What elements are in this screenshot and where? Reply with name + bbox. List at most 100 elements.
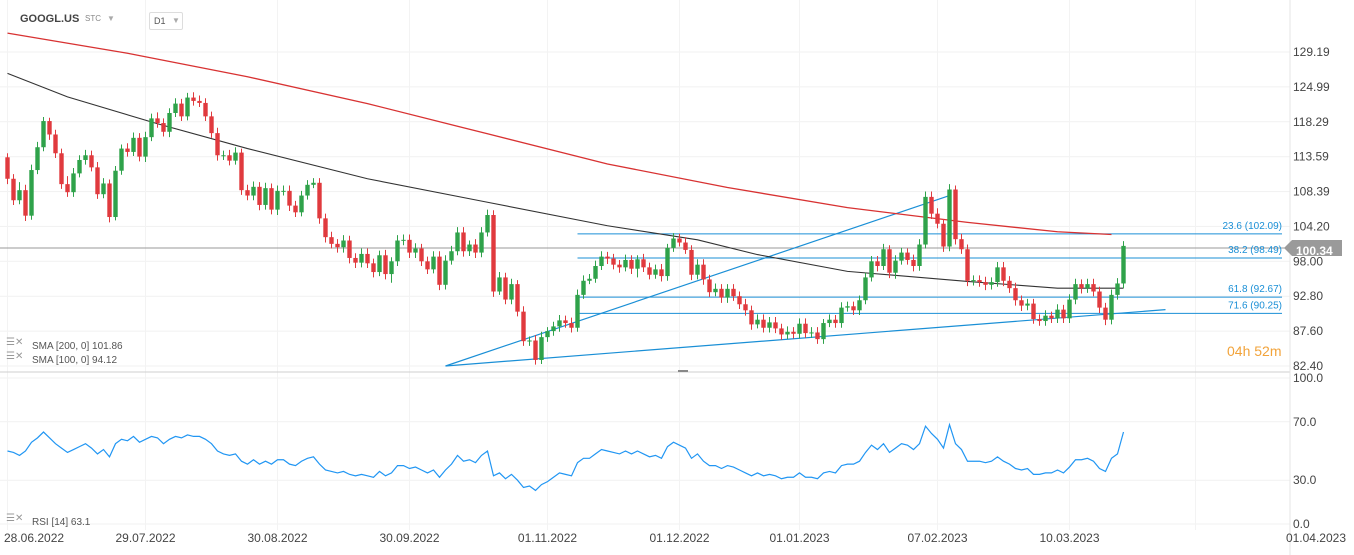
candle-body	[233, 152, 238, 161]
candle-body	[923, 196, 928, 245]
candle-body	[137, 137, 142, 157]
fib-level-label: 23.6 (102.09)	[1223, 221, 1283, 232]
candle-body	[611, 258, 616, 265]
candle-body	[647, 267, 652, 275]
indicator-legend: ☰✕ SMA [200, 0] 101.86 ☰✕ SMA [100, 0] 9…	[6, 337, 123, 528]
time-axis[interactable]: 28.06.2022 29.07.2022 30.08.2022 30.09.2022…	[4, 531, 1346, 545]
candle-body	[1121, 245, 1126, 284]
candle-body	[1061, 309, 1066, 319]
price-tag: 100.34	[1284, 240, 1342, 258]
instrument-type-label[interactable]: STC	[85, 14, 101, 23]
candle-body	[209, 116, 214, 134]
candle-body	[731, 288, 736, 297]
candle-body	[377, 255, 382, 273]
candle-body	[917, 244, 922, 267]
candle-body	[983, 282, 988, 285]
candle-body	[47, 121, 52, 135]
candle-body	[479, 232, 484, 253]
candle-body	[1085, 284, 1090, 289]
candle-body	[359, 253, 364, 263]
price-tick-label: 104.20	[1293, 219, 1330, 233]
rsi-pane	[7, 422, 1125, 492]
candle-body	[167, 113, 172, 132]
candle-body	[293, 205, 298, 213]
candle-body	[1019, 300, 1024, 306]
candle-body	[935, 213, 940, 224]
candle-body	[635, 259, 640, 269]
candle-body	[251, 186, 256, 196]
candle-body	[695, 264, 700, 275]
candle-body	[119, 148, 124, 171]
candle-body	[779, 328, 784, 335]
candle-body	[155, 118, 160, 124]
candle-body	[791, 331, 796, 334]
candle-body	[467, 244, 472, 252]
candle-body	[677, 238, 682, 243]
trendlines[interactable]	[445, 194, 1166, 367]
price-tick-label: 124.99	[1293, 80, 1330, 94]
price-tick-label: 113.59	[1293, 150, 1329, 164]
price-axis[interactable]: 129.19 124.99 118.29 113.59 108.39 104.20 98.0…	[1293, 45, 1330, 373]
date-tick-label: 01.12.2022	[649, 531, 709, 545]
rsi-tick-label: 100.0	[1293, 371, 1323, 385]
candle-body	[347, 240, 352, 258]
candle-body	[953, 189, 958, 240]
candle-body	[737, 296, 742, 305]
date-tick-label: 30.08.2022	[247, 531, 307, 545]
candle-body	[173, 103, 178, 114]
rsi-label: RSI [14] 63.1	[32, 517, 91, 528]
price-tick-label: 92.80	[1293, 289, 1323, 303]
symbol-label[interactable]: GOOGL.US	[20, 13, 80, 25]
price-tick-label: 108.39	[1293, 185, 1330, 199]
trendline	[445, 194, 950, 367]
sma200-label: SMA [200, 0] 101.86	[32, 341, 123, 352]
settings-icon: ☰✕	[6, 513, 23, 524]
candle-body	[41, 121, 46, 148]
candle-body	[989, 282, 994, 285]
candle-body	[563, 320, 568, 324]
fib-level-label: 71.6 (90.25)	[1228, 300, 1282, 311]
candle-body	[947, 189, 952, 247]
price-tick-label: 98.00	[1293, 254, 1323, 268]
candle-body	[431, 256, 436, 270]
candle-body	[701, 264, 706, 280]
candle-body	[131, 137, 136, 152]
instrument-dropdown-icon[interactable]: ▼	[107, 14, 115, 23]
candle-body	[539, 337, 544, 360]
sma200-line	[7, 32, 1112, 236]
date-tick-label: 01.01.2023	[769, 531, 829, 545]
rsi-axis: 100.0 70.0 30.0 0.0	[1293, 371, 1323, 531]
candle-body	[587, 278, 592, 281]
candle-body	[785, 331, 790, 335]
price-tick-label: 129.19	[1293, 45, 1330, 59]
fibonacci-retracement[interactable]: 23.6 (102.09) 38.2 (98.49) 61.8 (92.67) 71.…	[577, 221, 1283, 314]
candle-body	[575, 294, 580, 328]
candle-body	[191, 97, 196, 101]
candle-body	[521, 311, 526, 342]
candle-body	[1097, 291, 1102, 308]
candle-body	[821, 323, 826, 340]
candle-body	[653, 269, 658, 275]
candle-body	[395, 240, 400, 262]
candle-body	[719, 288, 724, 298]
candle-body	[941, 223, 946, 247]
candle-body	[581, 280, 586, 295]
candle-body	[995, 267, 1000, 283]
candle-body	[89, 155, 94, 168]
candle-body	[221, 155, 226, 157]
candle-body	[161, 123, 166, 132]
candle-body	[893, 260, 898, 273]
date-tick-label: 10.03.2023	[1039, 531, 1099, 545]
candle-body	[1109, 294, 1114, 320]
candle-body	[53, 134, 58, 154]
date-tick-label: 28.06.2022	[4, 531, 64, 545]
candle-body	[113, 170, 118, 218]
candle-body	[689, 249, 694, 275]
candle-body	[767, 322, 772, 328]
candlesticks	[5, 92, 1126, 365]
candle-body	[1103, 307, 1108, 320]
candle-body	[533, 340, 538, 360]
candle-body	[281, 190, 286, 192]
timeframe-selector[interactable]: D1 ▼	[149, 12, 183, 30]
